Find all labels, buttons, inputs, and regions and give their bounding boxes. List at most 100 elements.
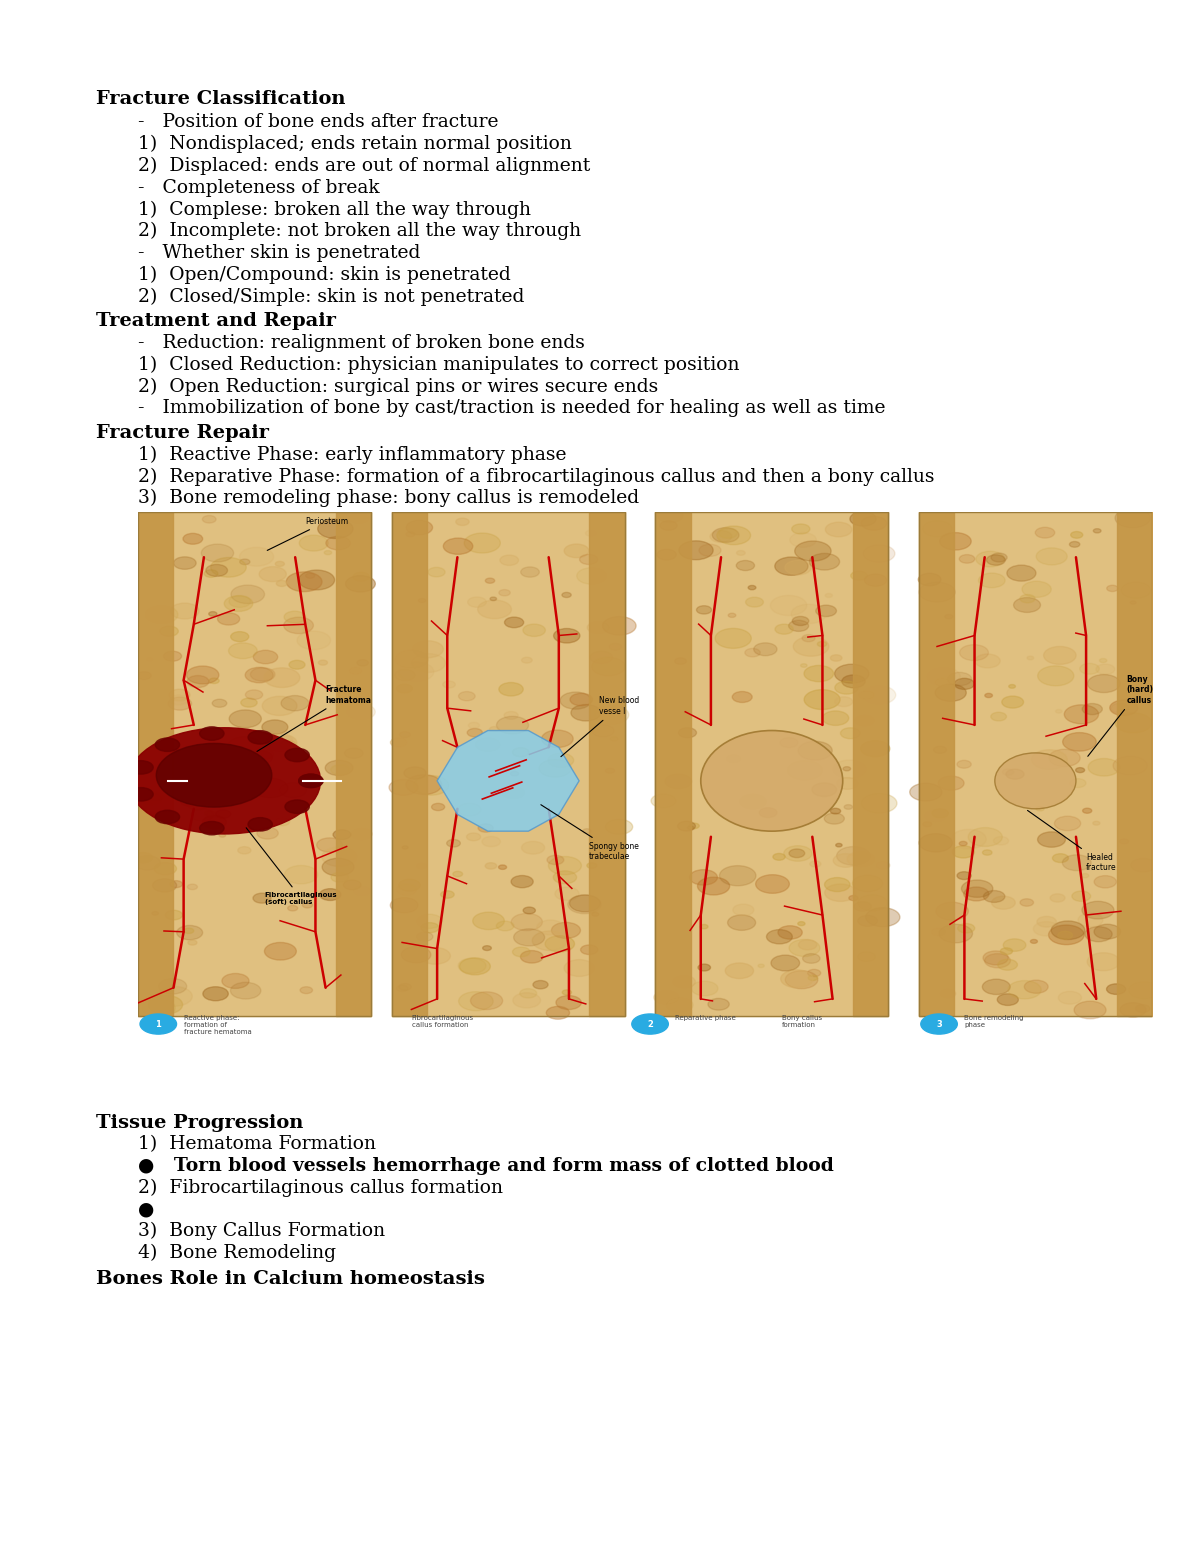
Circle shape bbox=[504, 711, 518, 719]
Circle shape bbox=[852, 874, 883, 891]
Circle shape bbox=[737, 551, 745, 556]
Text: -   Reduction: realignment of broken bone ends: - Reduction: realignment of broken bone … bbox=[138, 334, 584, 353]
Circle shape bbox=[660, 520, 677, 530]
Circle shape bbox=[719, 528, 737, 539]
Circle shape bbox=[187, 676, 209, 688]
Circle shape bbox=[816, 606, 836, 617]
Circle shape bbox=[775, 624, 793, 634]
Circle shape bbox=[349, 668, 362, 674]
Text: 1)  Closed Reduction: physician manipulates to correct position: 1) Closed Reduction: physician manipulat… bbox=[138, 356, 739, 374]
Circle shape bbox=[991, 553, 1007, 562]
Circle shape bbox=[1008, 980, 1042, 999]
Circle shape bbox=[346, 576, 376, 592]
Circle shape bbox=[137, 671, 151, 680]
Circle shape bbox=[854, 716, 875, 725]
Circle shape bbox=[467, 728, 482, 736]
Text: Fibrocartilaginous
(soft) callus: Fibrocartilaginous (soft) callus bbox=[246, 828, 337, 905]
Circle shape bbox=[203, 815, 227, 829]
Text: Fracture Repair: Fracture Repair bbox=[96, 424, 269, 443]
Circle shape bbox=[187, 884, 198, 890]
Circle shape bbox=[512, 747, 529, 756]
Circle shape bbox=[553, 629, 580, 643]
Circle shape bbox=[482, 946, 491, 950]
Circle shape bbox=[199, 822, 224, 836]
Circle shape bbox=[420, 947, 450, 964]
Text: 2)  Reparative Phase: formation of a fibrocartilaginous callus and then a bony c: 2) Reparative Phase: formation of a fibr… bbox=[138, 467, 935, 486]
Circle shape bbox=[275, 561, 284, 567]
Circle shape bbox=[926, 668, 960, 686]
Circle shape bbox=[1027, 655, 1033, 660]
Circle shape bbox=[958, 871, 971, 879]
Circle shape bbox=[478, 599, 511, 618]
Circle shape bbox=[740, 795, 766, 809]
Circle shape bbox=[978, 573, 1006, 587]
Text: 3)  Bony Callus Formation: 3) Bony Callus Formation bbox=[138, 1222, 385, 1241]
Circle shape bbox=[263, 696, 298, 716]
Circle shape bbox=[833, 854, 858, 867]
Circle shape bbox=[830, 808, 841, 814]
Circle shape bbox=[1106, 585, 1118, 592]
Circle shape bbox=[184, 929, 193, 933]
Circle shape bbox=[206, 811, 218, 818]
Circle shape bbox=[790, 849, 805, 857]
Circle shape bbox=[1058, 991, 1081, 1005]
Circle shape bbox=[457, 803, 481, 815]
Circle shape bbox=[216, 809, 230, 818]
Circle shape bbox=[592, 725, 614, 738]
Circle shape bbox=[587, 621, 610, 634]
Circle shape bbox=[788, 620, 809, 632]
Circle shape bbox=[498, 865, 506, 870]
Circle shape bbox=[1115, 508, 1151, 528]
Circle shape bbox=[678, 728, 696, 738]
Circle shape bbox=[396, 685, 413, 693]
Circle shape bbox=[985, 954, 1010, 968]
Circle shape bbox=[344, 749, 364, 758]
Circle shape bbox=[168, 697, 192, 710]
Circle shape bbox=[1025, 980, 1048, 994]
Circle shape bbox=[976, 551, 1004, 567]
Bar bbox=[391, 512, 625, 1016]
Text: Fibrocartilaginous
callus formation: Fibrocartilaginous callus formation bbox=[412, 1014, 474, 1028]
Text: 1)  Open/Compound: skin is penetrated: 1) Open/Compound: skin is penetrated bbox=[138, 266, 511, 284]
Circle shape bbox=[1007, 565, 1036, 581]
Circle shape bbox=[334, 829, 350, 840]
Circle shape bbox=[440, 891, 454, 898]
Circle shape bbox=[406, 520, 432, 534]
Circle shape bbox=[940, 533, 971, 550]
Circle shape bbox=[511, 876, 533, 888]
Circle shape bbox=[275, 817, 289, 826]
Circle shape bbox=[716, 526, 750, 545]
Circle shape bbox=[230, 983, 260, 999]
Circle shape bbox=[590, 651, 613, 663]
Circle shape bbox=[485, 863, 497, 870]
Circle shape bbox=[948, 672, 972, 686]
Circle shape bbox=[570, 693, 593, 705]
Circle shape bbox=[521, 567, 539, 578]
Circle shape bbox=[152, 879, 176, 891]
Circle shape bbox=[205, 811, 215, 815]
Circle shape bbox=[523, 624, 545, 637]
Circle shape bbox=[319, 888, 341, 901]
Text: -   Position of bone ends after fracture: - Position of bone ends after fracture bbox=[138, 113, 498, 132]
Circle shape bbox=[536, 919, 564, 935]
Circle shape bbox=[406, 531, 415, 537]
Circle shape bbox=[932, 809, 948, 818]
Circle shape bbox=[727, 915, 756, 930]
Circle shape bbox=[936, 902, 968, 919]
Text: 1)  Hematoma Formation: 1) Hematoma Formation bbox=[138, 1135, 376, 1154]
Text: Reparative phase: Reparative phase bbox=[676, 1014, 736, 1020]
Circle shape bbox=[610, 643, 622, 651]
Circle shape bbox=[698, 964, 710, 971]
Circle shape bbox=[804, 690, 840, 710]
Circle shape bbox=[778, 926, 803, 940]
Circle shape bbox=[389, 780, 418, 795]
Circle shape bbox=[257, 750, 274, 759]
Circle shape bbox=[787, 761, 822, 780]
Circle shape bbox=[443, 537, 473, 554]
Circle shape bbox=[688, 826, 694, 829]
Circle shape bbox=[523, 907, 535, 913]
Circle shape bbox=[128, 728, 320, 834]
Circle shape bbox=[278, 736, 293, 744]
Circle shape bbox=[562, 592, 571, 598]
Circle shape bbox=[304, 629, 310, 634]
